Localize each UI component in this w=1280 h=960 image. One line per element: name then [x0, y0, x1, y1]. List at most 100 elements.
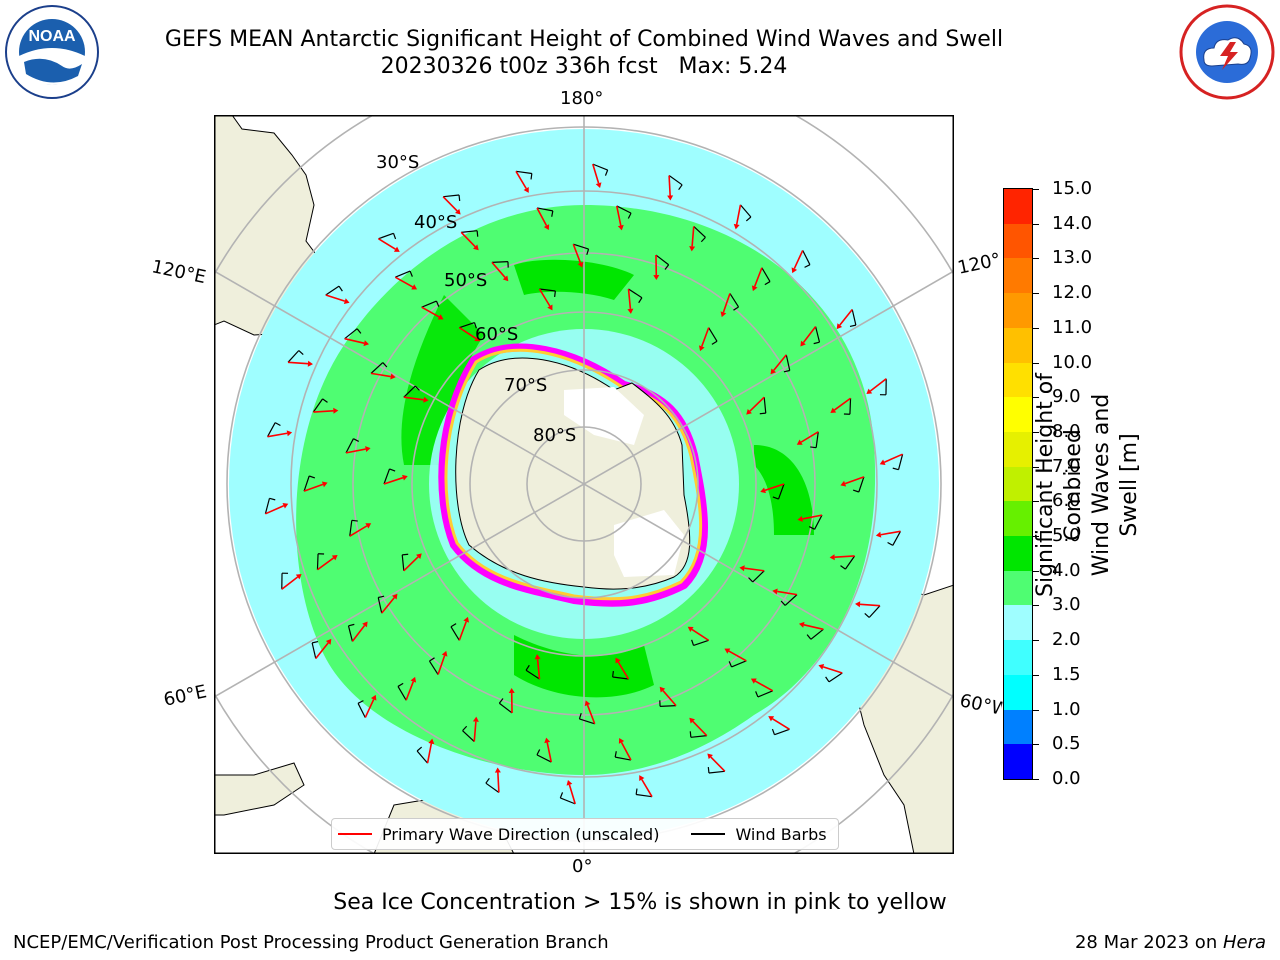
wave-direction-arrow [364, 699, 375, 718]
wind-barb [810, 628, 824, 640]
wave-direction-arrow [869, 378, 887, 392]
wave-direction-arrowhead [866, 388, 873, 395]
wave-direction-arrow [880, 530, 901, 536]
wind-barb [897, 454, 904, 470]
wave-band-4-5m-east [754, 445, 814, 535]
wave-direction-arrow [691, 226, 695, 247]
wave-direction-arrowhead [494, 767, 501, 773]
wind-barb [349, 520, 353, 537]
wave-direction-arrowhead [798, 621, 805, 628]
wave-direction-arrow [403, 396, 424, 401]
wind-barb [844, 555, 856, 570]
wave-direction-arrow [777, 590, 798, 596]
wave-direction-arrowhead [840, 480, 847, 487]
colorbar-tick-mark [1033, 709, 1039, 711]
wave-direction-arrowhead [659, 686, 666, 693]
colorbar-tick-label: 3.0 [1052, 594, 1081, 616]
wind-barb-flag [806, 634, 812, 640]
wind-barb [763, 397, 767, 414]
wave-direction-arrowhead [818, 663, 825, 670]
wind-barb [668, 175, 683, 186]
colorbar-tick-mark [1033, 258, 1039, 260]
wave-direction-arrow [572, 243, 582, 264]
wind-barb-flag [389, 468, 396, 472]
wave-direction-arrow [460, 231, 476, 248]
colorbar-tick-label: 9.0 [1052, 386, 1081, 408]
wind-barb-flag [783, 369, 790, 373]
wave-direction-arrowhead [393, 246, 400, 252]
wave-direction-arrowhead [639, 775, 645, 782]
wave-direction-arrowhead [627, 308, 634, 314]
wind-barb [731, 660, 747, 668]
wave-direction-arrowhead [307, 360, 313, 367]
wind-barb [560, 797, 576, 805]
wave-direction-arrowhead [463, 616, 470, 623]
wind-barb-flag [485, 777, 490, 784]
wave-direction-arrowhead [577, 261, 584, 268]
wind-barb-flag [414, 385, 420, 391]
wave-direction-arrowhead [739, 565, 745, 572]
wave-direction-arrow [421, 306, 440, 318]
wave-direction-arrow [378, 238, 396, 250]
wave-direction-arrowhead [687, 626, 694, 632]
wind-barb [814, 514, 823, 530]
wind-barb [802, 250, 811, 265]
wave-direction-arrowhead [441, 650, 448, 657]
colorbar-tick-mark [1033, 223, 1039, 225]
wave-direction-arrowhead [751, 285, 758, 292]
wave-direction-arrow [772, 718, 790, 730]
wave-direction-arrow [265, 505, 285, 515]
wind-barb-flag [728, 661, 733, 668]
colorbar-segment [1004, 604, 1032, 641]
noaa-logo-text: NOAA [28, 28, 76, 45]
colorbar-tick-mark [1033, 466, 1039, 468]
footer-host: Hera [1222, 932, 1266, 953]
colorbar-segment [1004, 431, 1032, 467]
wave-direction-arrowhead [800, 340, 806, 347]
wave-direction-arrow [744, 567, 765, 572]
wind-barb [592, 163, 608, 171]
wave-direction-legend-label: Primary Wave Direction (unscaled) [382, 824, 660, 844]
wind-barb [287, 350, 300, 363]
sea-ice-edge [438, 343, 708, 607]
wave-direction-arrow [315, 642, 329, 659]
wave-direction-arrowhead [333, 407, 339, 414]
wave-direction-arrow [287, 361, 309, 365]
wave-direction-arrow [586, 704, 596, 725]
wave-direction-arrowhead [855, 601, 861, 608]
wave-direction-arrowhead [410, 676, 417, 683]
wind-barb [708, 327, 718, 342]
wave-direction-arrow [754, 680, 774, 692]
wind-barb-flag [269, 497, 276, 501]
wind-barb [777, 483, 785, 500]
wave-direction-arrow [538, 288, 551, 307]
wind-barb-flag [397, 682, 404, 687]
wind-barb [397, 686, 407, 701]
wave-direction-arrowhead [286, 430, 293, 437]
wave-direction-arrowhead [325, 638, 332, 645]
wave-direction-arrowhead [472, 716, 479, 722]
lat-label-70s: 70°S [504, 375, 548, 396]
wind-barb-flag [691, 639, 695, 646]
wind-barb [536, 754, 552, 763]
wave-direction-arrowhead [416, 553, 422, 560]
wind-barb [344, 328, 358, 340]
wave-direction-arrow [749, 396, 765, 412]
wave-direction-arrowhead [343, 298, 350, 305]
wind-barb [752, 570, 765, 583]
colorbar-tick-label: 7.0 [1052, 455, 1081, 477]
wave-direction-arrowhead [797, 515, 803, 522]
wave-direction-arrow [822, 666, 843, 674]
colorbar-tick-mark [1033, 605, 1039, 607]
chart-subtitle: 20230326 t00z 336h fcst Max: 5.24 [380, 54, 788, 79]
wave-direction-arrowhead [615, 657, 621, 664]
wind-barb [858, 476, 865, 493]
wave-direction-arrow [458, 621, 467, 641]
wind-barb-flag [416, 746, 423, 752]
lon-label-120w: 120°W [955, 249, 1004, 279]
wave-direction-arrowhead [428, 738, 435, 745]
wind-barb-flag [700, 236, 706, 243]
wave-direction-arrowhead [473, 244, 479, 251]
wind-barb [325, 285, 340, 296]
colorbar-segment [1004, 466, 1032, 502]
